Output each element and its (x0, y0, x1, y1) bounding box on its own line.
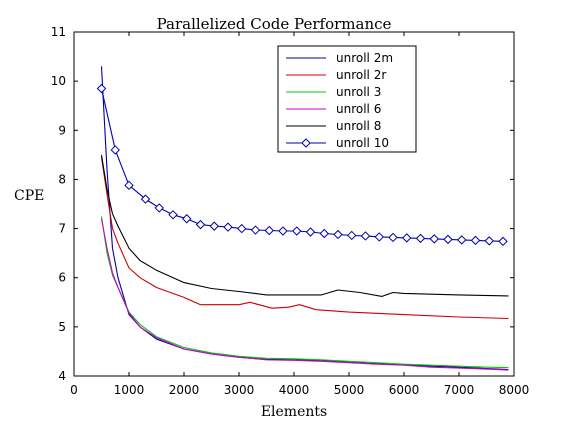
data-point (402, 233, 412, 243)
x-tick-label: 4000 (279, 383, 310, 397)
data-point (429, 234, 439, 244)
y-tick-label: 7 (58, 222, 66, 236)
series-unroll-6 (100, 218, 509, 371)
legend-marker (301, 138, 311, 148)
legend-box (277, 45, 417, 153)
data-point (140, 194, 151, 204)
data-point (374, 232, 384, 242)
data-point (333, 229, 343, 240)
y-axis-label: CPE (14, 188, 44, 204)
data-point (347, 230, 357, 241)
data-point (237, 223, 247, 234)
data-point (319, 228, 329, 239)
data-point (154, 203, 164, 213)
series-unroll-10 (96, 83, 508, 247)
series-line (100, 154, 509, 297)
y-tick-label: 11 (51, 25, 66, 39)
legend-label: unroll 8 (336, 119, 381, 133)
y-tick-label: 4 (58, 369, 66, 383)
series-layer (96, 66, 509, 371)
data-point (292, 226, 302, 236)
data-point (168, 210, 178, 220)
data-point (110, 145, 120, 155)
x-tick-label: 6000 (389, 383, 420, 397)
series-line (100, 218, 509, 371)
data-point (470, 235, 481, 246)
x-tick-label: 8000 (499, 383, 530, 397)
y-tick-label: 10 (51, 74, 66, 88)
x-axis-label: Elements (261, 404, 327, 420)
x-tick-label: 1000 (114, 383, 145, 397)
y-tick-label: 6 (58, 271, 66, 285)
data-point (278, 226, 288, 236)
x-tick-label: 7000 (444, 383, 475, 397)
legend-label: unroll 2r (336, 68, 386, 82)
axis-ticks: 0 1000 2000 3000 4000 5000 6000 7000 8000 4 5 6 7 8 9 1… (51, 25, 530, 397)
legend-label: unroll 6 (336, 102, 381, 116)
y-tick-label: 9 (58, 123, 66, 137)
data-point (305, 227, 316, 237)
y-tick-label: 8 (58, 172, 66, 186)
x-tick-label: 3000 (224, 383, 255, 397)
data-point (443, 234, 453, 245)
data-point (124, 180, 134, 191)
data-point (250, 225, 261, 235)
data-point (223, 222, 233, 232)
data-point (484, 236, 494, 246)
data-point (415, 233, 426, 244)
data-point (360, 231, 371, 241)
data-point (182, 214, 192, 224)
y-tick-label: 5 (58, 320, 66, 334)
data-point (96, 83, 107, 94)
x-tick-label: 0 (70, 383, 78, 397)
legend: unroll 2m unroll 2r unroll 3 unroll 6 unroll… (277, 45, 417, 153)
series-unroll-2r (100, 157, 509, 320)
legend-label: unroll 3 (336, 85, 381, 99)
legend-label: unroll 2m (336, 51, 393, 65)
data-point (209, 221, 219, 231)
chart-title: Parallelized Code Performance (157, 15, 392, 33)
series-line (100, 157, 509, 320)
series-unroll-8 (100, 154, 509, 297)
data-point (195, 219, 206, 230)
data-point (457, 235, 467, 245)
x-tick-label: 2000 (169, 383, 200, 397)
legend-label: unroll 10 (336, 136, 389, 150)
x-tick-label: 5000 (334, 383, 365, 397)
data-point (498, 236, 508, 247)
data-point (388, 232, 398, 243)
data-point (264, 225, 274, 236)
